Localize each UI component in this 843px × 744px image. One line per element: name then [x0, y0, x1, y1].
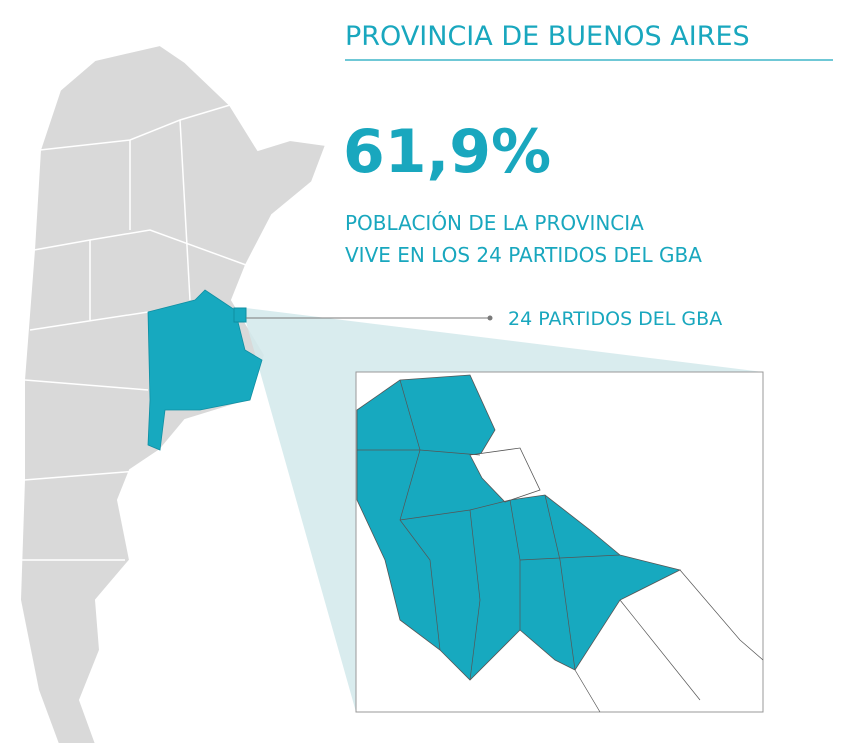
gba-marker — [233, 307, 247, 323]
callout-label: 24 PARTIDOS DEL GBA — [508, 308, 722, 330]
subtitle-line: VIVE EN LOS 24 PARTIDOS DEL GBA — [345, 243, 702, 267]
caba — [469, 447, 541, 503]
subtitle-line: POBLACIÓN DE LA PROVINCIA — [345, 211, 644, 235]
title: PROVINCIA DE BUENOS AIRES — [345, 21, 750, 52]
province-borders — [22, 104, 247, 561]
inset-map — [355, 371, 764, 713]
partido-borders — [357, 379, 764, 713]
callout-dot — [487, 315, 493, 321]
buenos-aires-province — [147, 289, 263, 451]
stat: 61,9% — [343, 117, 551, 187]
